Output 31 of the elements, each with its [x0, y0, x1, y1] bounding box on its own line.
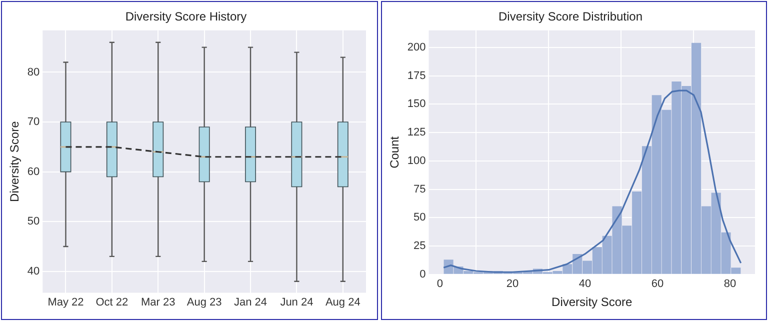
x-tick-label: Oct 22 — [96, 296, 128, 308]
y-tick-label: 25 — [414, 240, 426, 252]
x-tick-label: 40 — [578, 278, 592, 290]
x-tick-label: 0 — [436, 278, 444, 290]
y-tick-label: 50 — [414, 212, 426, 224]
x-tick-label: Aug 23 — [186, 296, 222, 308]
y-tick-label: 100 — [407, 154, 426, 167]
x-tick-label: Jan 24 — [234, 296, 268, 308]
x-tick-label: May 22 — [48, 296, 84, 308]
y-tick-label: 75 — [414, 183, 426, 196]
x-tick-label: 60 — [651, 278, 664, 290]
y-tick-label: 0 — [420, 268, 426, 280]
x-axis-title: Diversity Score — [552, 295, 633, 310]
x-tick-label: Jun 24 — [280, 296, 314, 308]
y-axis-title: Diversity Score — [8, 120, 22, 202]
chart-title: Diversity Score History — [125, 10, 247, 24]
y-tick-label: 175 — [407, 70, 426, 82]
y-tick-label: 40 — [27, 265, 40, 278]
y-tick-label: 70 — [27, 116, 40, 128]
y-tick-label: 125 — [407, 126, 426, 139]
y-tick-label: 60 — [27, 166, 40, 178]
y-tick-label: 80 — [27, 66, 40, 78]
x-tick-label: Aug 24 — [325, 296, 360, 308]
x-tick-label: 80 — [724, 278, 736, 290]
x-tick-label: Mar 23 — [141, 296, 176, 308]
y-tick-label: 150 — [407, 98, 426, 110]
chart-title: Diversity Score Distribution — [498, 10, 643, 24]
x-tick-label: 20 — [506, 278, 519, 290]
y-axis-title: Count — [388, 136, 402, 168]
y-tick-label: 50 — [27, 216, 40, 228]
y-tick-label: 200 — [407, 41, 426, 54]
